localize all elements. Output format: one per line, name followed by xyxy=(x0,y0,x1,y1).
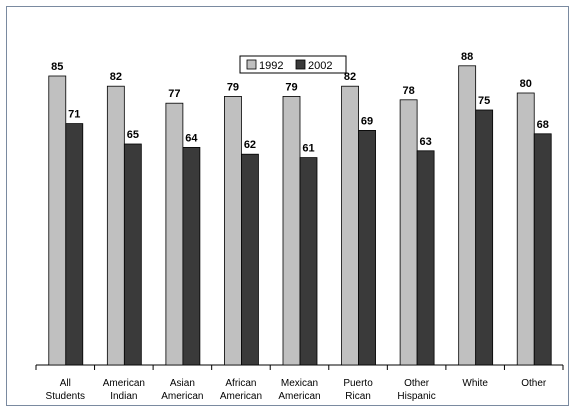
data-label-2002: 68 xyxy=(537,119,549,131)
legend-swatch-2002 xyxy=(295,59,306,70)
bars-layer xyxy=(48,65,552,366)
x-tick-label: Rican xyxy=(345,391,371,402)
x-tick-label: American xyxy=(278,391,320,402)
chart-frame: 1992 2002 85 71 82 65 77 64 79 62 79 61 82 69 78 63 88 7… xyxy=(6,6,569,406)
bar-1992 xyxy=(458,65,477,366)
data-label-1992: 80 xyxy=(520,78,532,90)
data-label-1992: 78 xyxy=(402,85,414,97)
bar-2002 xyxy=(299,157,318,366)
x-tick-label: American xyxy=(103,378,145,389)
data-label-2002: 61 xyxy=(302,143,314,155)
legend-box xyxy=(239,55,347,74)
x-tick-label: White xyxy=(462,378,488,389)
data-label-1992: 82 xyxy=(110,71,122,83)
data-label-2002: 75 xyxy=(478,95,490,107)
data-label-2002: 65 xyxy=(127,129,139,141)
x-tick-label: Other xyxy=(404,378,430,389)
data-label-1992: 79 xyxy=(227,81,239,93)
x-tick-label: African xyxy=(225,378,256,389)
bar-1992 xyxy=(282,96,301,366)
x-tick-label: American xyxy=(161,391,203,402)
data-label-2002: 64 xyxy=(185,132,198,144)
bar-1992 xyxy=(399,99,418,366)
data-label-2002: 63 xyxy=(419,136,431,148)
x-axis xyxy=(35,364,564,370)
chart-legend: 1992 2002 xyxy=(239,55,347,74)
x-tick-label: Other xyxy=(521,378,547,389)
data-label-2002: 71 xyxy=(68,109,80,121)
bar-2002 xyxy=(358,129,376,366)
bar-1992 xyxy=(341,85,359,366)
bar-1992 xyxy=(106,85,125,366)
x-tick-label: Puerto xyxy=(343,378,373,389)
x-tick-label: Hispanic xyxy=(397,391,435,402)
bar-2002 xyxy=(416,150,435,366)
x-tick-label: Indian xyxy=(110,391,137,402)
legend-swatch-1992 xyxy=(246,59,257,70)
x-tick-label: Students xyxy=(46,391,85,402)
category-labels-layer: All Students American Indian Asian American Af… xyxy=(46,378,547,402)
bar-2002 xyxy=(123,143,142,366)
data-label-1992: 85 xyxy=(51,61,63,73)
data-label-1992: 88 xyxy=(461,51,473,63)
bar-2002 xyxy=(241,153,259,366)
bar-1992 xyxy=(516,92,535,366)
x-tick-label: Asian xyxy=(170,378,195,389)
bar-2002 xyxy=(533,133,552,366)
legend-label-2002: 2002 xyxy=(308,60,332,72)
bar-2002 xyxy=(65,123,84,366)
data-label-2002: 62 xyxy=(244,139,256,151)
data-label-1992: 79 xyxy=(285,81,297,93)
data-label-2002: 69 xyxy=(361,115,373,127)
bar-1992 xyxy=(48,75,67,366)
bar-2002 xyxy=(182,146,201,366)
data-label-1992: 82 xyxy=(344,71,356,83)
legend-label-1992: 1992 xyxy=(259,60,283,72)
data-labels-layer: 85 71 82 65 77 64 79 62 79 61 82 69 78 63 88 75 80 68 xyxy=(51,51,549,155)
bar-1992 xyxy=(165,102,184,366)
x-tick-label: American xyxy=(220,391,262,402)
x-tick-label: Mexican xyxy=(281,378,318,389)
bar-1992 xyxy=(224,96,242,366)
data-label-1992: 77 xyxy=(168,88,180,100)
x-tick-label: All xyxy=(60,378,71,389)
bar-2002 xyxy=(475,109,494,366)
